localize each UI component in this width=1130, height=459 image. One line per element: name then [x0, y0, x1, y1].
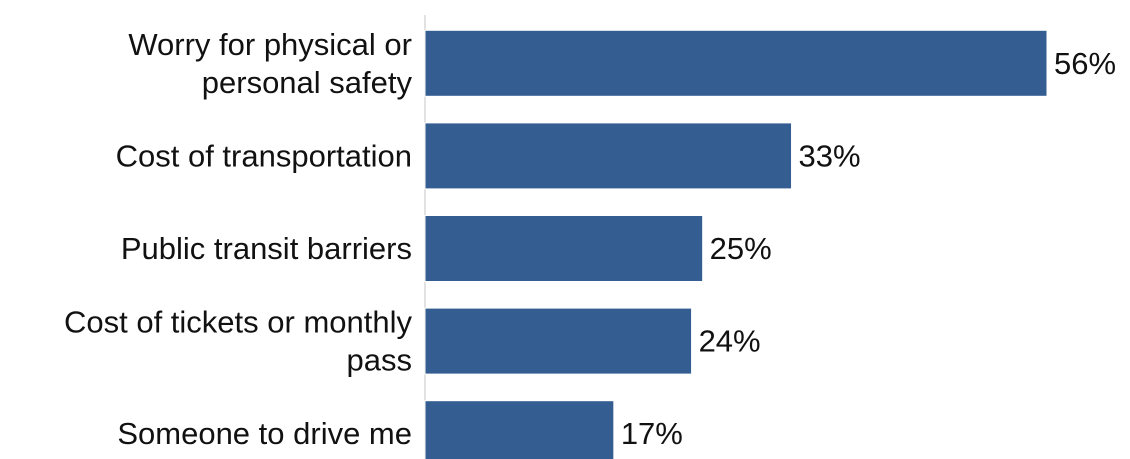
category-label-4: Someone to drive me — [117, 416, 412, 451]
category-label-line: Public transit barriers — [121, 231, 412, 266]
bar-0 — [424, 29, 1048, 97]
category-label-line: Cost of tickets or monthly — [64, 305, 413, 340]
bar-3 — [424, 307, 693, 375]
category-label-0: Worry for physical or personal safety — [128, 27, 412, 100]
category-label-3: Cost of tickets or monthly pass — [64, 305, 413, 378]
bar-4 — [424, 400, 615, 459]
bar-1 — [424, 122, 793, 190]
value-labels-layer: 56% 33% 25% 24% 17% — [621, 46, 1116, 451]
value-label-3: 24% — [699, 324, 761, 359]
bar-2 — [424, 215, 704, 282]
category-label-line: pass — [347, 343, 412, 378]
category-label-line: personal safety — [202, 65, 413, 100]
value-label-1: 33% — [799, 138, 861, 173]
category-label-line: Someone to drive me — [117, 416, 412, 451]
value-label-4: 17% — [621, 416, 683, 451]
category-label-2: Public transit barriers — [121, 231, 412, 266]
bars-layer — [424, 29, 1048, 459]
category-label-line: Cost of transportation — [116, 138, 412, 173]
category-labels-layer: Worry for physical or personal safety Cost… — [64, 27, 413, 451]
value-label-0: 56% — [1054, 46, 1116, 81]
value-label-2: 25% — [710, 231, 772, 266]
category-label-line: Worry for physical or — [128, 27, 412, 62]
category-label-1: Cost of transportation — [116, 138, 412, 173]
